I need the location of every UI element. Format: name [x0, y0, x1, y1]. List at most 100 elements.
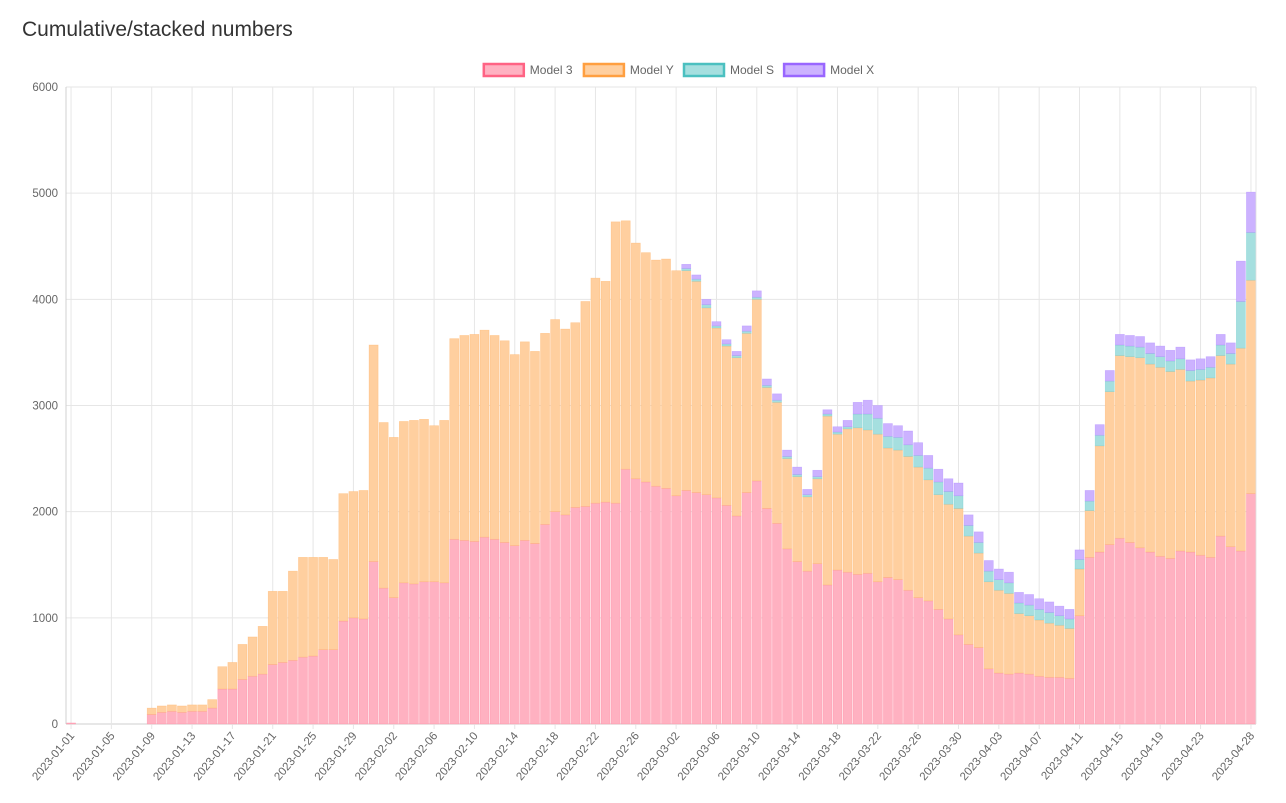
bar-model-s[interactable]: Model S: 450 [1246, 232, 1256, 281]
bar-model-x[interactable]: Model X: 60 [762, 378, 772, 386]
bar-model-s[interactable]: Model S: 100 [1135, 346, 1145, 359]
bar-model-3[interactable]: Model 3: 450 [1034, 675, 1045, 725]
bar-model-x[interactable]: Model X: 100 [1084, 490, 1095, 502]
bar-model-s[interactable]: Model S: 20 [691, 278, 702, 282]
bar-model-s[interactable]: Model S: 20 [681, 268, 692, 271]
bar-model-x[interactable]: Model X: 60 [772, 393, 782, 401]
bar-model-s[interactable]: Model S: 20 [792, 474, 802, 477]
bar-model-x[interactable]: Model X: 110 [852, 402, 863, 415]
bar-model-y[interactable]: Model Y: 1760 [1165, 371, 1176, 559]
bar-model-y[interactable]: Model Y: 1230 [913, 466, 923, 598]
bar-model-x[interactable]: Model X: 50 [802, 489, 813, 495]
bar-model-y[interactable]: Model Y: 1560 [378, 422, 389, 589]
bar-model-s[interactable]: Model S: 100 [1104, 380, 1115, 392]
bar-model-x[interactable]: Model X: 100 [1195, 358, 1206, 370]
bar-model-3[interactable]: Model 3: 150 [207, 707, 218, 725]
bar-model-s[interactable]: Model S: 90 [1064, 618, 1075, 629]
bar-model-y[interactable]: Model Y: 470 [1064, 628, 1075, 679]
bar-model-s[interactable]: Model S: 20 [842, 426, 853, 430]
bar-model-s[interactable]: Model S: 110 [913, 455, 923, 468]
bar-model-3[interactable]: Model 3: 1700 [530, 543, 540, 725]
bar-model-3[interactable]: Model 3: 2170 [1246, 493, 1256, 725]
bar-model-3[interactable]: Model 3: 2180 [691, 492, 702, 725]
bar-model-y[interactable]: Model Y: 1810 [530, 351, 540, 544]
bar-model-y[interactable]: Model Y: 370 [247, 636, 258, 677]
bar-model-x[interactable]: Model X: 120 [883, 423, 893, 437]
bar-model-x[interactable]: Model X: 100 [963, 514, 974, 526]
bar-model-x[interactable]: Model X: 50 [832, 426, 843, 433]
bar-model-s[interactable]: Model S: 100 [993, 579, 1004, 591]
bar-model-s[interactable]: Model S: 100 [1165, 360, 1176, 372]
bar-model-x[interactable]: Model X: 60 [812, 469, 823, 477]
bar-model-3[interactable]: Model 3: 110 [156, 712, 167, 725]
bar-model-3[interactable]: Model 3: 1690 [1104, 544, 1115, 725]
bar-model-x[interactable]: Model X: 100 [973, 531, 984, 543]
bar-model-3[interactable]: Model 3: 1280 [378, 587, 389, 725]
bar-model-s[interactable]: Model S: 100 [1014, 602, 1024, 614]
bar-model-y[interactable]: Model Y: 870 [318, 557, 328, 650]
bar-model-y[interactable]: Model Y: 560 [1014, 613, 1024, 674]
bar-model-s[interactable]: Model S: 100 [1195, 369, 1206, 381]
bar-model-s[interactable]: Model S: 100 [1024, 604, 1034, 617]
bar-model-3[interactable]: Model 3: 1340 [419, 581, 429, 725]
bar-model-s[interactable]: Model S: 20 [711, 325, 722, 329]
bar-model-3[interactable]: Model 3: 2150 [671, 495, 681, 725]
bar-model-3[interactable]: Model 3: 1380 [883, 577, 893, 725]
bar-model-s[interactable]: Model S: 100 [1115, 344, 1125, 356]
bar-model-y[interactable]: Model Y: 1900 [499, 340, 510, 543]
bar-model-s[interactable]: Model S: 20 [832, 431, 843, 435]
bar-model-y[interactable]: Model Y: 490 [1054, 624, 1065, 678]
bar-model-x[interactable]: Model X: 40 [711, 321, 722, 327]
bar-model-y[interactable]: Model Y: 1750 [1125, 356, 1135, 543]
bar-model-y[interactable]: Model Y: 1490 [731, 357, 742, 517]
bar-model-3[interactable]: Model 3: 1510 [812, 563, 823, 725]
bar-model-y[interactable]: Model Y: 1780 [1155, 366, 1166, 557]
bar-model-3[interactable]: Model 3: 700 [318, 649, 328, 725]
bar-model-x[interactable]: Model X: 100 [1135, 336, 1145, 348]
bar-model-s[interactable]: Model S: 440 [1236, 301, 1246, 349]
bar-model-y[interactable]: Model Y: 1590 [822, 415, 833, 586]
bar-model-y[interactable]: Model Y: 1530 [419, 418, 429, 583]
bar-model-3[interactable]: Model 3: 580 [277, 662, 288, 725]
bar-model-3[interactable]: Model 3: 2090 [600, 501, 611, 725]
bar-model-3[interactable]: Model 3: 1760 [479, 536, 490, 725]
bar-model-3[interactable]: Model 3: 330 [227, 688, 238, 725]
bar-model-3[interactable]: Model 3: 440 [1044, 676, 1055, 725]
bar-model-3[interactable]: Model 3: 1670 [1225, 546, 1236, 725]
bar-model-y[interactable]: Model Y: 1140 [762, 387, 772, 509]
bar-model-s[interactable]: Model S: 20 [772, 399, 782, 403]
bar-model-x[interactable]: Model X: 100 [1094, 424, 1105, 436]
bar-model-s[interactable]: Model S: 20 [782, 456, 792, 459]
bar-model-x[interactable]: Model X: 100 [1104, 370, 1115, 382]
bar-model-x[interactable]: Model X: 100 [1215, 334, 1226, 346]
bar-model-s[interactable]: Model S: 130 [852, 413, 863, 429]
bar-model-3[interactable]: Model 3: 470 [257, 673, 268, 725]
bar-model-s[interactable]: Model S: 20 [812, 476, 823, 480]
bar-model-y[interactable]: Model Y: 60 [146, 707, 157, 715]
bar-model-y[interactable]: Model Y: 530 [1034, 619, 1045, 677]
bar-model-y[interactable]: Model Y: 1220 [893, 449, 903, 580]
bar-model-3[interactable]: Model 3: 1710 [1125, 542, 1135, 725]
bar-model-3[interactable]: Model 3: 420 [237, 679, 248, 725]
bar-model-y[interactable]: Model Y: 1710 [1175, 369, 1186, 552]
bar-model-3[interactable]: Model 3: 970 [338, 620, 349, 725]
bar-model-y[interactable]: Model Y: 1280 [832, 433, 843, 571]
bar-model-s[interactable]: Model S: 100 [1225, 353, 1236, 365]
bar-model-3[interactable]: Model 3: 1530 [368, 561, 379, 725]
bar-model-y[interactable]: Model Y: 1350 [862, 429, 873, 574]
bar-model-x[interactable]: Model X: 40 [822, 409, 833, 415]
bar-model-y[interactable]: Model Y: 1380 [852, 427, 863, 575]
bar-model-y[interactable]: Model Y: 510 [1044, 622, 1055, 678]
bar-model-s[interactable]: Model S: 100 [1044, 612, 1055, 624]
bar-model-x[interactable]: Model X: 100 [1115, 334, 1125, 346]
bar-model-3[interactable]: Model 3: 750 [963, 644, 974, 725]
bar-model-y[interactable]: Model Y: 820 [983, 581, 994, 670]
bar-model-y[interactable]: Model Y: 800 [812, 478, 823, 564]
bar-model-y[interactable]: Model Y: 1470 [429, 425, 439, 583]
bar-model-s[interactable]: Model S: 100 [1125, 345, 1135, 357]
